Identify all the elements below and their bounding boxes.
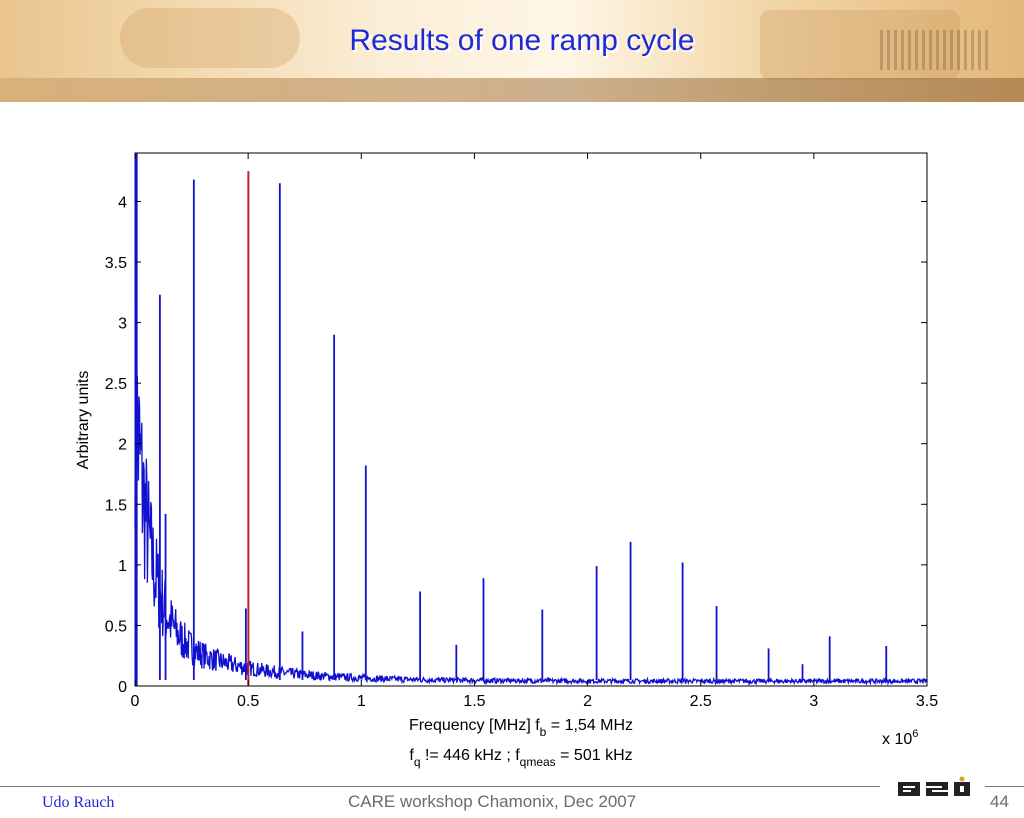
x-tick-label: 1	[357, 693, 366, 710]
axis-ticks	[134, 153, 928, 687]
y-tick-label: 3	[118, 316, 127, 333]
x-axis-multiplier: x 106	[882, 728, 918, 748]
header-banner	[0, 0, 1024, 102]
plot-area	[134, 152, 928, 687]
y-tick-label: 4	[118, 194, 127, 211]
x-tick-label: 3	[809, 693, 818, 710]
footer-divider	[985, 786, 1024, 787]
x-tick-label: 2.5	[690, 693, 712, 710]
y-tick-label: 1	[118, 558, 127, 575]
peak-lines	[158, 179, 888, 680]
spectrum-trace	[134, 298, 928, 686]
banner-stripe	[0, 78, 1024, 102]
footer-event: CARE workshop Chamonix, Dec 2007	[348, 792, 637, 811]
footer-author: Udo Rauch	[42, 794, 115, 811]
y-tick-label: 2	[118, 437, 127, 454]
slide-title: Results of one ramp cycle	[349, 24, 695, 57]
footer-divider	[0, 786, 880, 787]
spectrum-chart: 0 0.5 1 1.5 2 2.5 3 3.5 0 0.5 1 1.5 2 2.5 3 3.5 4 Arbit…	[75, 152, 939, 769]
banner-decoration	[120, 8, 300, 68]
x-axis-label-line2: fq != 446 kHz ; fqmeas = 501 kHz	[409, 747, 632, 769]
y-tick-label: 0.5	[105, 618, 127, 635]
page-number: 44	[990, 792, 1009, 811]
x-axis-label-line1: Frequency [MHz] fb = 1,54 MHz	[409, 717, 633, 739]
y-tick-label: 0	[118, 679, 127, 696]
banner-decoration	[880, 30, 990, 70]
x-tick-labels: 0 0.5 1 1.5 2 2.5 3 3.5	[131, 693, 939, 710]
y-tick-label: 2.5	[105, 376, 127, 393]
y-tick-labels: 0 0.5 1 1.5 2 2.5 3 3.5 4	[105, 194, 127, 696]
y-tick-label: 3.5	[105, 255, 127, 272]
x-tick-label: 0.5	[237, 693, 259, 710]
x-tick-label: 0	[131, 693, 140, 710]
x-tick-label: 2	[583, 693, 592, 710]
x-tick-label: 1.5	[463, 693, 485, 710]
gsi-logo	[898, 776, 970, 796]
banner-decoration	[760, 10, 960, 80]
spectrum-series	[134, 153, 928, 686]
x-tick-label: 3.5	[916, 693, 938, 710]
y-axis-label: Arbitrary units	[75, 371, 92, 470]
y-tick-label: 1.5	[105, 497, 127, 514]
